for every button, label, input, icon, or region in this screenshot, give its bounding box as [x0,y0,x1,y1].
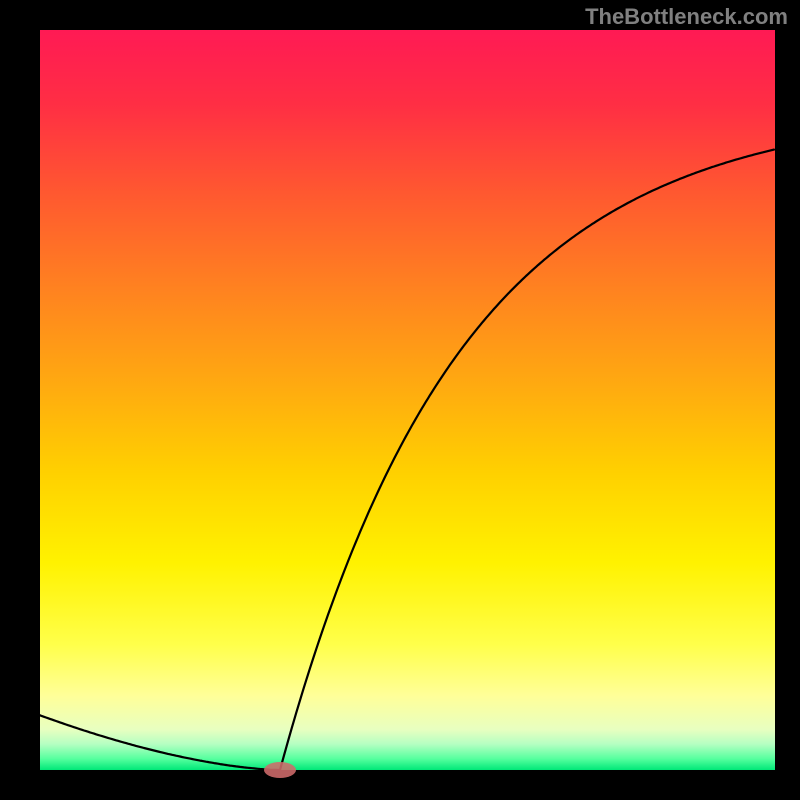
chart-container: { "watermark": { "text": "TheBottleneck.… [0,0,800,800]
plot-background [40,30,775,770]
bottleneck-chart-svg [0,0,800,800]
watermark-label: TheBottleneck.com [585,4,788,30]
notch-marker [264,762,296,778]
